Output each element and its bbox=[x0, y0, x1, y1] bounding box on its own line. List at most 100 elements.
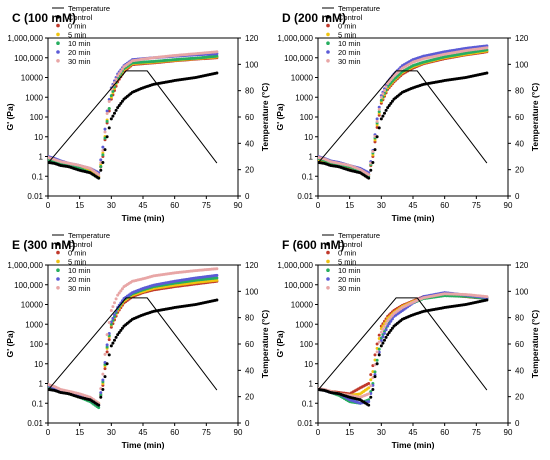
panel-title: C (100 mM) bbox=[12, 11, 76, 25]
y2-tick-label: 60 bbox=[245, 113, 254, 122]
y-tick-label: 0.1 bbox=[302, 399, 314, 408]
y2-tick-label: 40 bbox=[245, 366, 254, 375]
y-tick-label: 1 bbox=[309, 380, 314, 389]
y-axis-title: G' (Pa) bbox=[275, 330, 285, 357]
legend-swatch bbox=[326, 14, 330, 19]
data-point bbox=[116, 74, 120, 78]
legend-swatch bbox=[56, 32, 60, 37]
legend-label: 5 min bbox=[338, 257, 356, 266]
data-point bbox=[485, 298, 489, 302]
data-point bbox=[383, 88, 386, 92]
data-point bbox=[383, 331, 386, 335]
data-point bbox=[120, 67, 124, 71]
chart-panel-2: E (300 mM)0 15 30 45 60 75 900.010.11101001000… bbox=[5, 231, 270, 450]
legend-swatch bbox=[326, 23, 330, 28]
legend-swatch bbox=[56, 23, 60, 28]
legend-label: 0 min bbox=[68, 249, 86, 258]
y2-tick-label: 120 bbox=[515, 261, 529, 270]
data-point bbox=[101, 378, 105, 382]
series-4 bbox=[48, 273, 219, 407]
data-point bbox=[119, 101, 123, 105]
data-point bbox=[97, 173, 101, 177]
series-5 bbox=[318, 292, 489, 399]
y-tick-label: 1 bbox=[309, 153, 314, 162]
y2-axis-title: Temperature (°C) bbox=[260, 310, 270, 379]
y-tick-label: 1000 bbox=[25, 93, 43, 102]
data-point bbox=[386, 333, 390, 337]
series-1 bbox=[48, 279, 219, 407]
y-tick-label: 1,000,000 bbox=[7, 34, 43, 43]
x-tick-label: 0 bbox=[316, 201, 321, 210]
y2-tick-label: 80 bbox=[515, 87, 524, 96]
legend-label: Temperature bbox=[68, 231, 110, 240]
data-point bbox=[97, 403, 101, 407]
data-point bbox=[111, 316, 115, 320]
chart-panel-1: D (200 mM)0 15 30 45 60 75 900.010.11101001000… bbox=[275, 4, 540, 223]
data-point bbox=[387, 322, 391, 326]
data-point bbox=[377, 340, 381, 344]
data-point bbox=[119, 328, 123, 332]
data-point bbox=[390, 99, 394, 103]
y-tick-label: 1000 bbox=[295, 320, 313, 329]
data-point bbox=[384, 328, 388, 332]
x-tick-label: 90 bbox=[504, 428, 513, 437]
data-point bbox=[367, 386, 371, 390]
y-tick-label: 10 bbox=[304, 360, 313, 369]
data-point bbox=[373, 370, 377, 374]
data-point bbox=[371, 149, 375, 153]
data-point bbox=[105, 119, 109, 123]
panel-title: D (200 mM) bbox=[282, 11, 346, 25]
y-tick-label: 10000 bbox=[21, 301, 44, 310]
legend-swatch bbox=[56, 242, 60, 246]
data-point bbox=[381, 341, 385, 345]
data-point bbox=[101, 145, 105, 149]
data-point bbox=[114, 108, 118, 112]
data-point bbox=[369, 168, 373, 172]
data-point bbox=[377, 333, 381, 337]
y-tick-label: 0.1 bbox=[302, 172, 314, 181]
y2-tick-label: 0 bbox=[245, 419, 250, 428]
data-point bbox=[101, 153, 105, 157]
plot-area bbox=[48, 50, 219, 180]
y-axis-title: G' (Pa) bbox=[5, 330, 15, 357]
y2-tick-label: 60 bbox=[515, 113, 524, 122]
data-point bbox=[105, 343, 109, 347]
data-point bbox=[379, 344, 383, 348]
data-point bbox=[107, 99, 111, 103]
series-2 bbox=[48, 55, 219, 178]
legend-label: Temperature bbox=[68, 4, 110, 13]
data-point bbox=[379, 117, 383, 121]
y-tick-label: 0.1 bbox=[32, 399, 44, 408]
data-point bbox=[375, 342, 379, 346]
data-point bbox=[381, 92, 385, 96]
data-point bbox=[120, 326, 124, 330]
plot-area bbox=[318, 291, 489, 407]
data-point bbox=[215, 50, 219, 54]
series-1 bbox=[48, 56, 219, 179]
data-point bbox=[383, 338, 386, 342]
data-point bbox=[379, 98, 383, 102]
series-3 bbox=[48, 54, 219, 180]
y2-tick-label: 20 bbox=[515, 166, 524, 175]
y2-tick-label: 80 bbox=[245, 314, 254, 323]
data-point bbox=[107, 126, 111, 130]
data-point bbox=[117, 72, 121, 76]
data-point bbox=[103, 375, 107, 379]
data-point bbox=[105, 112, 109, 116]
y-tick-label: 100,000 bbox=[284, 281, 313, 290]
x-tick-label: 45 bbox=[409, 201, 418, 210]
data-point bbox=[367, 382, 371, 385]
x-tick-label: 30 bbox=[377, 201, 386, 210]
legend-label: 5 min bbox=[68, 257, 86, 266]
x-tick-label: 90 bbox=[234, 428, 243, 437]
x-axis-title: Time (min) bbox=[392, 440, 435, 450]
data-point bbox=[384, 85, 388, 89]
y2-tick-label: 100 bbox=[515, 60, 529, 69]
legend-label: 10 min bbox=[338, 39, 361, 48]
data-point bbox=[111, 305, 115, 309]
data-point bbox=[105, 109, 109, 113]
y2-tick-label: 40 bbox=[515, 366, 524, 375]
legend-label: 20 min bbox=[338, 48, 361, 57]
x-axis-title: Time (min) bbox=[392, 213, 435, 223]
data-point bbox=[109, 94, 113, 98]
